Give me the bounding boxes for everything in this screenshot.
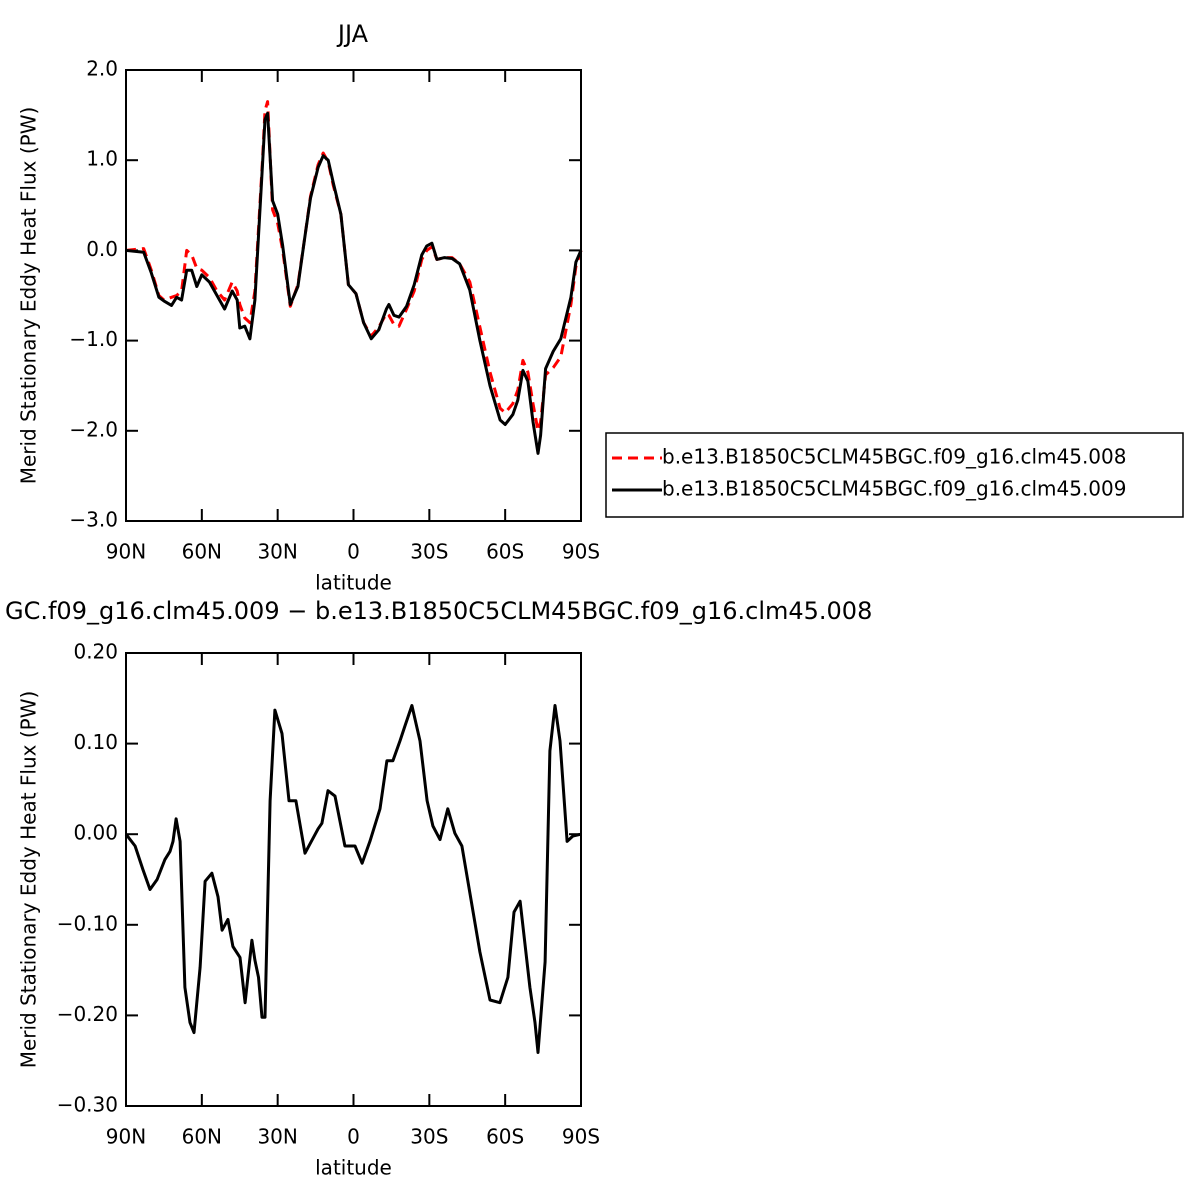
x-tick-label: 60N	[182, 540, 222, 564]
x-tick-label: 60N	[182, 1125, 222, 1149]
x-tick-label: 30N	[257, 1125, 297, 1149]
x-tick-label: 60S	[486, 540, 524, 564]
y-tick-label: −0.20	[57, 1002, 118, 1026]
y-tick-label: 0.10	[73, 730, 118, 754]
y-tick-label: −3.0	[69, 508, 118, 532]
series-line	[125, 100, 583, 433]
y-tick-label: −2.0	[69, 417, 118, 441]
legend-box	[605, 432, 1184, 518]
chart-title: GC.f09_g16.clm45.009 − b.e13.B1850C5CLM4…	[5, 597, 872, 625]
y-axis-label: Merid Stationary Eddy Heat Flux (PW)	[17, 691, 41, 1069]
y-tick-label: 2.0	[86, 57, 118, 81]
x-tick-label: 90S	[562, 540, 600, 564]
series-line	[125, 111, 583, 455]
y-tick-label: −0.10	[57, 911, 118, 935]
legend-label: b.e13.B1850C5CLM45BGC.f09_g16.clm45.008	[662, 445, 1126, 469]
y-axis-label: Merid Stationary Eddy Heat Flux (PW)	[17, 107, 41, 485]
x-tick-label: 30S	[410, 1125, 448, 1149]
x-axis-label: latitude	[315, 571, 392, 595]
x-tick-label: 0	[347, 540, 360, 564]
x-tick-label: 90S	[562, 1125, 600, 1149]
legend-label: b.e13.B1850C5CLM45BGC.f09_g16.clm45.009	[662, 477, 1126, 501]
y-tick-label: −1.0	[69, 327, 118, 351]
y-tick-label: 0.00	[73, 821, 118, 845]
x-tick-label: 90N	[106, 540, 146, 564]
plot-frame	[125, 652, 582, 1107]
x-tick-label: 30N	[257, 540, 297, 564]
chart-title: JJA	[336, 20, 369, 48]
y-tick-label: 0.20	[73, 640, 118, 664]
x-tick-label: 0	[347, 1125, 360, 1149]
y-tick-label: −0.30	[57, 1093, 118, 1117]
y-tick-label: 1.0	[86, 147, 118, 171]
x-axis-label: latitude	[315, 1156, 392, 1180]
x-tick-label: 60S	[486, 1125, 524, 1149]
x-tick-label: 30S	[410, 540, 448, 564]
x-tick-label: 90N	[106, 1125, 146, 1149]
y-tick-label: 0.0	[86, 237, 118, 261]
plot-frame	[125, 69, 582, 522]
series-line	[124, 704, 582, 1054]
